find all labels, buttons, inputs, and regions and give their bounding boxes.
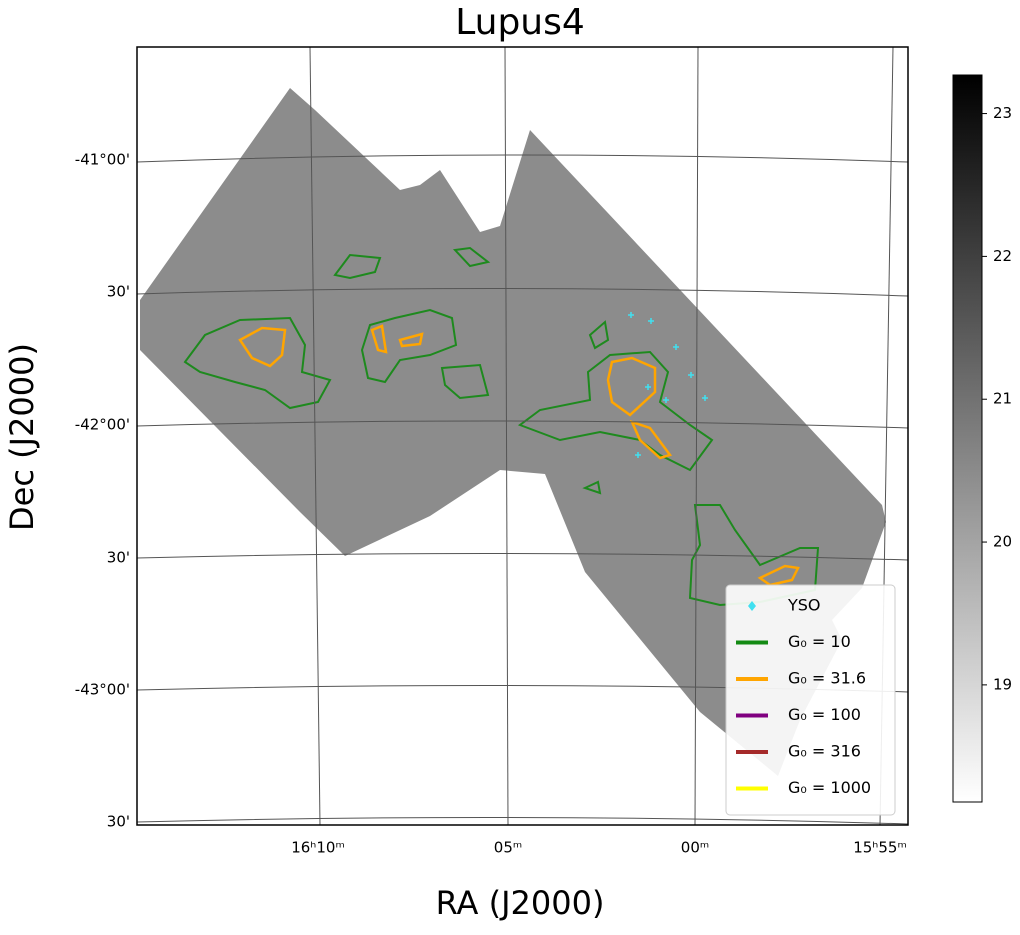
y-tick-label: 30': [107, 283, 130, 301]
y-tick-label: -41°00': [75, 151, 130, 169]
y-axis-label: Dec (J2000): [3, 343, 41, 531]
x-tick-label: 05ᵐ: [494, 839, 522, 857]
column-density-map: [140, 88, 886, 776]
plot-frame: [136, 46, 909, 826]
legend: YSO G₀ = 10 G₀ = 31.6 G₀ = 100 G₀ = 316 G₀ = …: [725, 584, 896, 816]
y-tick-label: 30': [107, 813, 130, 831]
legend-label: YSO: [787, 596, 821, 615]
y-tick-labels: -41°00' 30' -42°00' 30' -43°00' 30': [75, 151, 130, 831]
legend-label: G₀ = 31.6: [788, 669, 866, 688]
legend-label: G₀ = 100: [788, 705, 861, 724]
colorbar-scale: [952, 74, 983, 803]
x-tick-label: 16ʰ10ᵐ: [291, 839, 345, 857]
x-tick-labels: 16ʰ10ᵐ 05ᵐ 00ᵐ 15ʰ55ᵐ: [291, 839, 907, 857]
legend-box: [725, 584, 896, 816]
x-tick-label: 15ʰ55ᵐ: [853, 839, 907, 857]
colorbar: 19 20 21 22 23: [952, 74, 1012, 803]
x-tick-label: 00ᵐ: [681, 839, 709, 857]
legend-label: G₀ = 316: [788, 742, 861, 761]
map: [136, 46, 909, 826]
colorbar-tick-label: 20: [993, 533, 1012, 551]
chart-title: Lupus4: [455, 2, 585, 43]
yso-markers: [628, 312, 708, 458]
legend-label: G₀ = 10: [788, 632, 851, 651]
x-axis-label: RA (J2000): [436, 884, 605, 922]
colorbar-tick-label: 23: [993, 104, 1012, 122]
coordinate-grid: [136, 46, 909, 826]
y-tick-label: 30': [107, 549, 130, 567]
contours-g31: [238, 324, 800, 587]
colorbar-tick-label: 21: [993, 390, 1012, 408]
contours-g10: [183, 246, 820, 607]
colorbar-tick-label: 22: [993, 247, 1012, 265]
legend-label: G₀ = 1000: [788, 778, 871, 797]
legend-marker: [748, 601, 756, 611]
y-tick-label: -43°00': [75, 681, 130, 699]
y-tick-label: -42°00': [75, 416, 130, 434]
colorbar-tick-label: 19: [993, 675, 1012, 693]
